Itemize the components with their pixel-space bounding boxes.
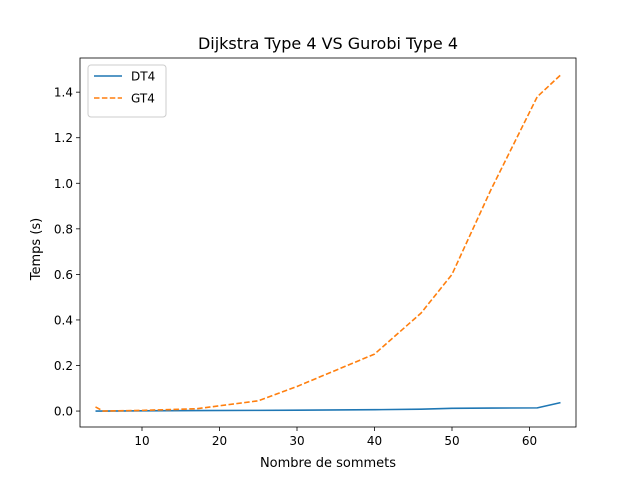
x-tick-label: 20 (212, 434, 227, 448)
x-tick-label: 60 (522, 434, 537, 448)
x-tick-label: 30 (289, 434, 304, 448)
x-tick-label: 10 (134, 434, 149, 448)
y-tick-label: 1.0 (54, 177, 73, 191)
chart-title: Dijkstra Type 4 VS Gurobi Type 4 (198, 34, 458, 53)
y-axis-label: Temps (s) (29, 218, 44, 281)
plot-area: 10 20 30 40 50 60 0.0 0.2 0.4 0.6 0.8 1.0 1.2 1.4 DT4 G… (54, 57, 577, 448)
y-tick-label: 1.2 (54, 131, 73, 145)
y-tick-label: 1.4 (54, 86, 73, 100)
legend-label-dt4: DT4 (131, 70, 155, 84)
legend: DT4 GT4 (87, 64, 167, 118)
legend-box (87, 64, 167, 118)
x-axis-label: Nombre de sommets (260, 456, 396, 471)
x-tick-label: 40 (367, 434, 382, 448)
y-tick-label: 0.8 (54, 222, 73, 236)
y-tick-label: 0.4 (54, 313, 73, 327)
axes-frame (79, 57, 577, 428)
series-line-gt4 (95, 74, 562, 412)
x-tick-label: 50 (444, 434, 459, 448)
y-tick-label: 0.0 (54, 405, 73, 419)
y-tick-label: 0.2 (54, 359, 73, 373)
legend-label-gt4: GT4 (131, 92, 155, 106)
y-tick-label: 0.6 (54, 268, 73, 282)
